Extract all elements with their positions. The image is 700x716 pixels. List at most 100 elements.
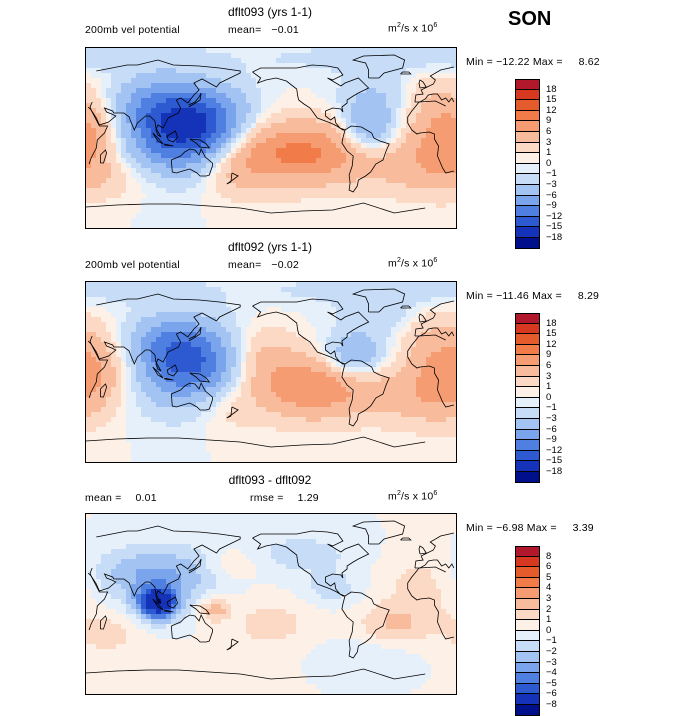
rmse-value: 1.29: [298, 492, 319, 504]
mean-value: −0.02: [271, 259, 299, 271]
colorbar-tick-label: −4: [546, 668, 557, 678]
colorbar-swatch: [515, 673, 540, 684]
colorbar-swatch: [515, 111, 540, 122]
colorbar-tick-label: 15: [546, 95, 557, 105]
colorbar-tick-label: 2: [546, 605, 551, 615]
colorbar-tick-label: 15: [546, 329, 557, 339]
colorbar-tick-label: −9: [546, 435, 557, 445]
colorbar-tick-label: 12: [546, 340, 557, 350]
colorbar-tick-label: 9: [546, 116, 551, 126]
field-layer: [86, 282, 456, 462]
colorbar-tick-label: −3: [546, 658, 557, 668]
max-value: 3.39: [560, 522, 594, 534]
colorbar-swatch: [515, 408, 540, 419]
colorbar-swatch: [515, 557, 540, 568]
min-value: −11.46: [496, 290, 529, 302]
colorbar-tick-label: 5: [546, 573, 551, 583]
colorbar-tick-label: 3: [546, 138, 551, 148]
colorbar-swatch: [515, 196, 540, 207]
mean-stat: mean=−0.01: [228, 24, 299, 36]
colorbar-swatch: [515, 641, 540, 652]
max-value: 8.62: [566, 56, 600, 68]
colorbar-tick-label: 9: [546, 350, 551, 360]
panel-title: dflt093 (yrs 1-1): [160, 5, 380, 19]
rmse-stat: rmse = 1.29: [250, 492, 319, 504]
map-plot: [86, 282, 456, 462]
colorbar-tick-label: −2: [546, 647, 557, 657]
season-label: SON: [508, 8, 551, 31]
colorbar-swatch: [515, 705, 540, 716]
colorbar-swatch: [515, 588, 540, 599]
colorbar-swatch: [515, 377, 540, 388]
min-max-readout: Min = −11.46 Max = 8.29: [466, 290, 599, 302]
mean-label: mean=: [228, 259, 261, 271]
colorbar-swatch: [515, 100, 540, 111]
mean-value: 0.01: [136, 492, 157, 504]
colorbar-tick-label: −5: [546, 679, 557, 689]
colorbar-tick-label: 0: [546, 159, 551, 169]
colorbar-swatch: [515, 663, 540, 674]
min-value: −12.22: [496, 56, 530, 68]
contour-map: [85, 47, 457, 229]
colorbar-tick-label: −1: [546, 403, 557, 413]
field-layer: [86, 48, 456, 228]
colorbar-swatch: [515, 461, 540, 472]
colorbar-swatch: [515, 567, 540, 578]
mean-label: mean =: [85, 492, 122, 504]
field-layer: [86, 514, 456, 694]
max-label: Max =: [533, 56, 563, 68]
colorbar-tick-label: −15: [546, 456, 562, 466]
contour-map: [85, 281, 457, 463]
max-label: Max =: [532, 290, 562, 302]
mean-stat: mean = 0.01: [85, 492, 157, 504]
colorbar-swatch: [515, 238, 540, 249]
colorbar-swatch: [515, 599, 540, 610]
colorbar-swatch: [515, 217, 540, 228]
colorbar-swatch: [515, 430, 540, 441]
contour-map: [85, 513, 457, 695]
colorbar-tick-label: 6: [546, 562, 551, 572]
min-value: −6.98: [496, 522, 524, 534]
colorbar-swatch: [515, 684, 540, 695]
colorbar-tick-label: 12: [546, 106, 557, 116]
colorbar-swatch: [515, 355, 540, 366]
colorbar-swatch: [515, 546, 540, 557]
colorbar-swatch: [515, 185, 540, 196]
colorbar-tick-label: 6: [546, 361, 551, 371]
colorbar-tick-label: 18: [546, 319, 557, 329]
units-label: m2/s x 106: [388, 490, 437, 503]
colorbar-tick-label: −1: [546, 169, 557, 179]
colorbar-tick-label: 3: [546, 372, 551, 382]
max-label: Max =: [527, 522, 557, 534]
colorbar-swatch: [515, 472, 540, 483]
colorbar-tick-label: 0: [546, 626, 551, 636]
max-value: 8.29: [565, 290, 599, 302]
colorbar-tick-label: −3: [546, 414, 557, 424]
units-label: m2/s x 106: [388, 22, 437, 35]
colorbar-swatch: [515, 227, 540, 238]
map-plot: [86, 514, 456, 694]
colorbar-tick-label: 8: [546, 552, 551, 562]
min-max-readout: Min = −6.98 Max = 3.39: [466, 522, 594, 534]
colorbar-tick-label: −6: [546, 191, 557, 201]
colorbar-swatch: [515, 620, 540, 631]
rmse-label: rmse =: [250, 492, 284, 504]
map-plot: [86, 48, 456, 228]
colorbar-swatch: [515, 174, 540, 185]
variable-label: 200mb vel potential: [85, 24, 180, 36]
colorbar-swatch: [515, 132, 540, 143]
mean-stat: mean= −0.02: [228, 259, 299, 271]
colorbar-swatch: [515, 334, 540, 345]
mean-label: mean=: [228, 24, 261, 36]
colorbar-swatch: [515, 345, 540, 356]
colorbar-swatch: [515, 419, 540, 430]
colorbar-tick-label: 1: [546, 615, 551, 625]
panel-title: dflt093 - dflt092: [160, 473, 380, 487]
colorbar-swatch: [515, 90, 540, 101]
colorbar-swatch: [515, 313, 540, 324]
colorbar-swatch: [515, 206, 540, 217]
colorbar-tick-label: −1: [546, 636, 557, 646]
colorbar-tick-label: 18: [546, 85, 557, 95]
colorbar-tick-label: −12: [546, 446, 562, 456]
variable-label: 200mb vel potential: [85, 259, 180, 271]
